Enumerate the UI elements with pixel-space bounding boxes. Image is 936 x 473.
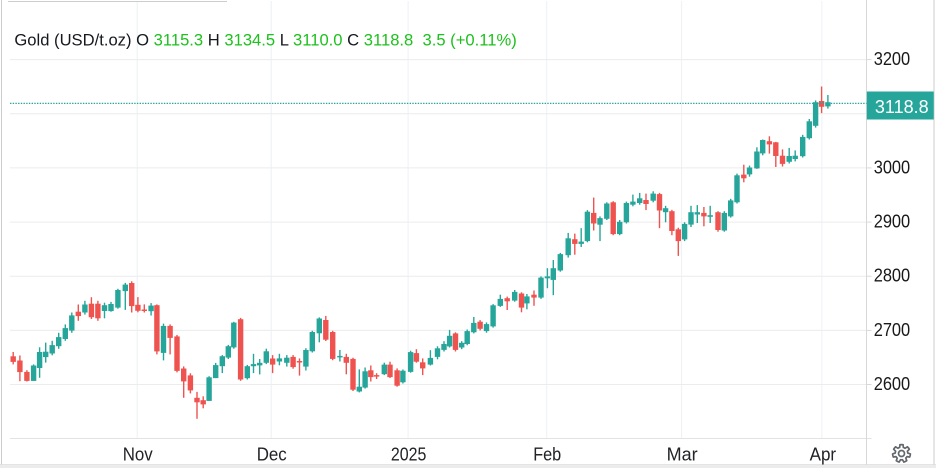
svg-text:2700: 2700 <box>874 320 911 340</box>
svg-text:2600: 2600 <box>874 374 911 394</box>
svg-text:Nov: Nov <box>123 445 153 465</box>
svg-text:Gold (USD/t.oz) O 3115.3 H 313: Gold (USD/t.oz) O 3115.3 H 3134.5 L 3110… <box>14 30 516 49</box>
svg-text:3000: 3000 <box>874 157 911 177</box>
svg-text:3118.8: 3118.8 <box>875 97 929 117</box>
svg-text:2025: 2025 <box>391 445 427 465</box>
svg-text:2800: 2800 <box>874 266 911 286</box>
svg-text:Feb: Feb <box>533 445 561 465</box>
svg-text:2900: 2900 <box>874 212 911 232</box>
svg-text:Dec: Dec <box>257 445 287 465</box>
svg-text:Apr: Apr <box>810 445 837 465</box>
svg-text:Mar: Mar <box>667 445 698 465</box>
svg-text:3200: 3200 <box>874 49 911 69</box>
